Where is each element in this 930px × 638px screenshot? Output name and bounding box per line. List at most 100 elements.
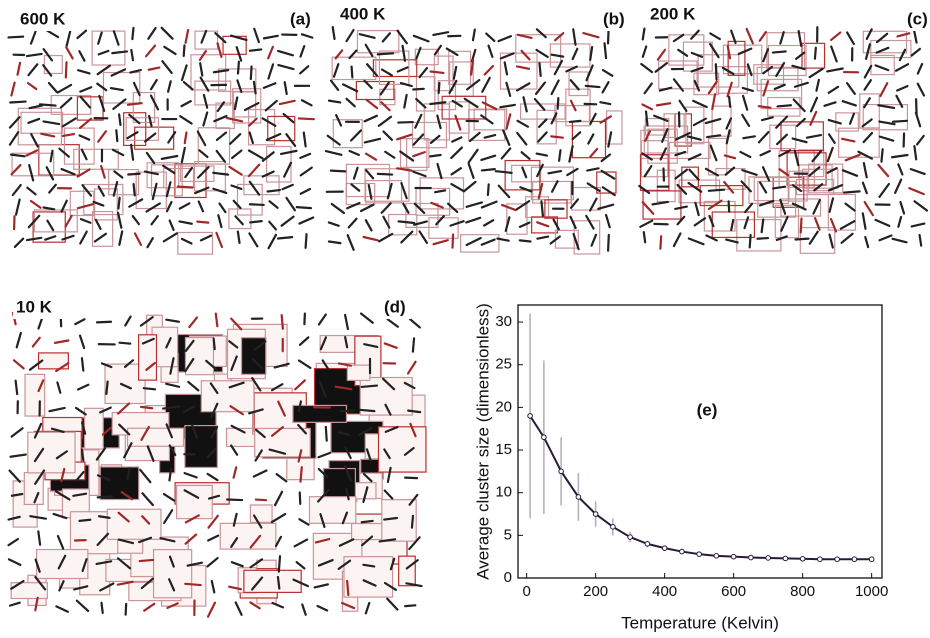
dipole [915,134,925,146]
dipole [414,113,423,129]
dipole [56,381,62,394]
dipole [100,164,106,179]
dipole [61,234,75,241]
dipole [74,318,86,326]
dipole [403,381,416,390]
dipole [877,104,896,110]
dipole [340,601,356,610]
dipole [329,79,340,92]
dipole [759,149,771,157]
y-axis-label: Average cluster size (dimensionless) [473,303,492,580]
dipole [166,80,172,93]
dipole [13,237,25,249]
dipole [432,239,449,246]
dipole [829,218,838,233]
dipole [144,132,157,143]
dipole [252,80,257,95]
dipole [162,492,176,502]
cluster-box [736,219,782,252]
dipole [293,538,309,548]
dipole [168,578,176,592]
dipole [377,115,393,127]
dipole [168,444,177,457]
dipole [586,182,601,192]
dipole [299,187,312,195]
dipole [118,113,122,127]
dipole [96,495,113,499]
dipole [358,408,376,413]
dipole [279,149,298,156]
dipole [863,79,872,91]
dipole [409,422,417,438]
dipole [813,46,817,60]
dipole [772,185,787,190]
cluster-box [519,103,566,120]
dipole [429,70,445,75]
dipole [317,467,329,479]
dipole [651,200,670,206]
cluster-box [515,34,562,63]
dipole [184,582,202,587]
dipole [230,561,244,568]
dipole [799,217,803,234]
dipole [10,163,22,176]
cluster-box [460,234,500,253]
cluster-box [36,548,89,580]
dipole [101,427,112,436]
dipole [198,149,209,159]
dipole [297,117,315,121]
dipole [741,169,758,176]
dipole [841,169,859,177]
dipole [571,131,582,141]
dipole [42,206,56,211]
dipole [205,359,218,371]
dipole [10,153,26,158]
dipole [268,200,279,209]
dipole [805,133,823,139]
dipole [794,51,806,60]
dipole [178,202,191,210]
dipole [408,536,421,551]
dipole [895,94,904,108]
cluster-box [83,407,104,450]
dipole [145,151,156,165]
cluster-box [639,154,670,191]
dipole [33,422,43,439]
dipole [396,29,408,45]
dipole [99,406,112,414]
dipole [400,182,408,200]
dipole [830,45,838,63]
dipole [558,149,562,162]
dipole [386,597,399,611]
dipole [110,68,127,77]
dipole [344,446,352,460]
dipole [690,51,704,58]
cluster-box [197,127,231,165]
dipole [487,44,494,58]
dipole [654,62,668,73]
dipole [97,31,103,45]
dipole [364,169,375,180]
dipole [694,201,700,217]
dipole [687,181,703,193]
panel-label: (a) [290,9,311,28]
dipole [553,32,565,42]
cluster-box [682,41,713,72]
data-point [558,468,564,475]
cluster-box [827,193,856,231]
dipole [861,212,867,230]
dipole [97,515,111,519]
data-point [575,494,582,500]
dipole [760,218,765,234]
dipole [265,132,282,141]
dipole [413,202,426,214]
dipole [52,512,68,520]
dipole [50,427,65,434]
cluster-box [37,352,69,370]
dipole [80,148,88,161]
dipole [349,129,362,142]
cluster-box [377,426,427,473]
dipole [864,235,870,249]
dipole [778,149,792,158]
dipole [270,383,284,392]
